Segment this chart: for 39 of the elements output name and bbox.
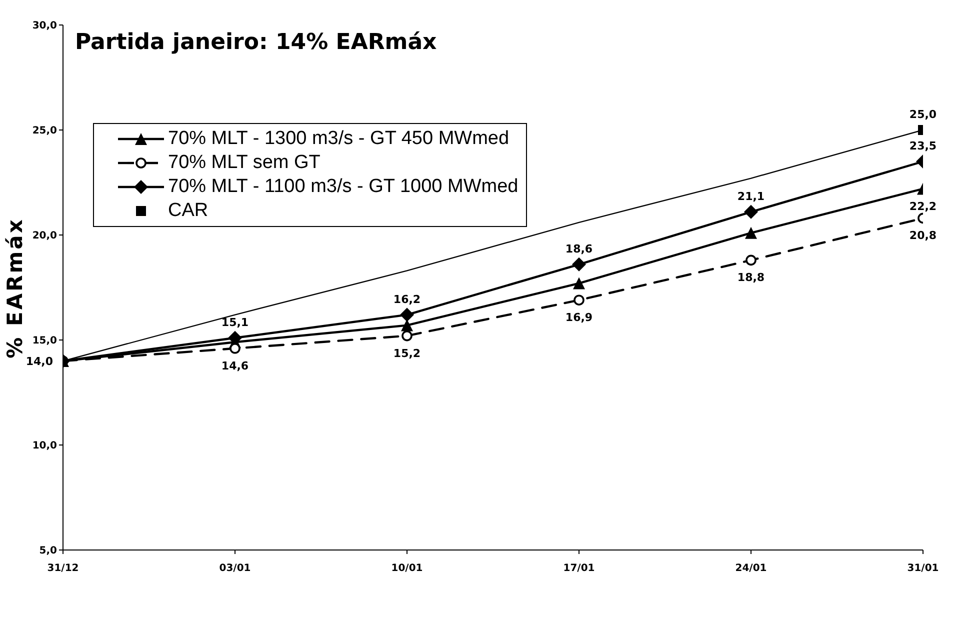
data-label: 15,2 [393, 346, 421, 360]
data-label: 15,1 [221, 316, 249, 329]
data-label: 20,8 [909, 229, 937, 242]
y-axis-title: % EARmáx [3, 217, 27, 358]
legend-label: CAR [168, 200, 208, 222]
data-label: 14,6 [221, 359, 249, 372]
point [573, 277, 585, 290]
y-tick-label: 20,0 [32, 230, 58, 242]
y-tick-label: 30,0 [32, 20, 58, 32]
legend-label: 70% MLT - 1300 m3/s - GT 450 MWmed [168, 128, 510, 150]
y-tick-label: 25,0 [32, 126, 58, 137]
point [228, 330, 242, 345]
y-tick-label: 15,0 [32, 336, 58, 347]
data-label: 16,9 [565, 311, 593, 324]
y-tick-label: 10,0 [32, 440, 58, 452]
legend-label: 70% MLT - 1100 m3/s - GT 1000 MWmed [168, 176, 518, 198]
point [572, 257, 586, 272]
point [230, 343, 240, 354]
x-tick-label: 24/01 [735, 563, 767, 574]
data-label: 16,2 [393, 292, 421, 306]
data-label: 14,0 [26, 355, 54, 368]
x-tick-label: 31/12 [47, 563, 79, 574]
point [574, 294, 584, 306]
x-tick-label: 31/01 [907, 563, 939, 574]
legend-label: 70% MLT sem GT [168, 152, 320, 174]
data-label: 25,0 [909, 108, 937, 121]
data-label: 23,5 [909, 140, 937, 152]
data-label: 18,6 [565, 242, 593, 256]
x-tick-label: 17/01 [563, 563, 595, 574]
point [401, 319, 413, 332]
x-tick-label: 03/01 [219, 563, 251, 574]
point [400, 308, 414, 322]
data-label: 21,1 [737, 190, 765, 203]
point [402, 330, 412, 342]
data-label: 22,2 [909, 200, 937, 213]
y-tick-label: 5,0 [39, 546, 58, 557]
chart-title: Partida janeiro: 14% EARmáx [75, 30, 437, 55]
data-label: 18,8 [737, 271, 765, 284]
x-tick-label: 10/01 [391, 563, 423, 574]
